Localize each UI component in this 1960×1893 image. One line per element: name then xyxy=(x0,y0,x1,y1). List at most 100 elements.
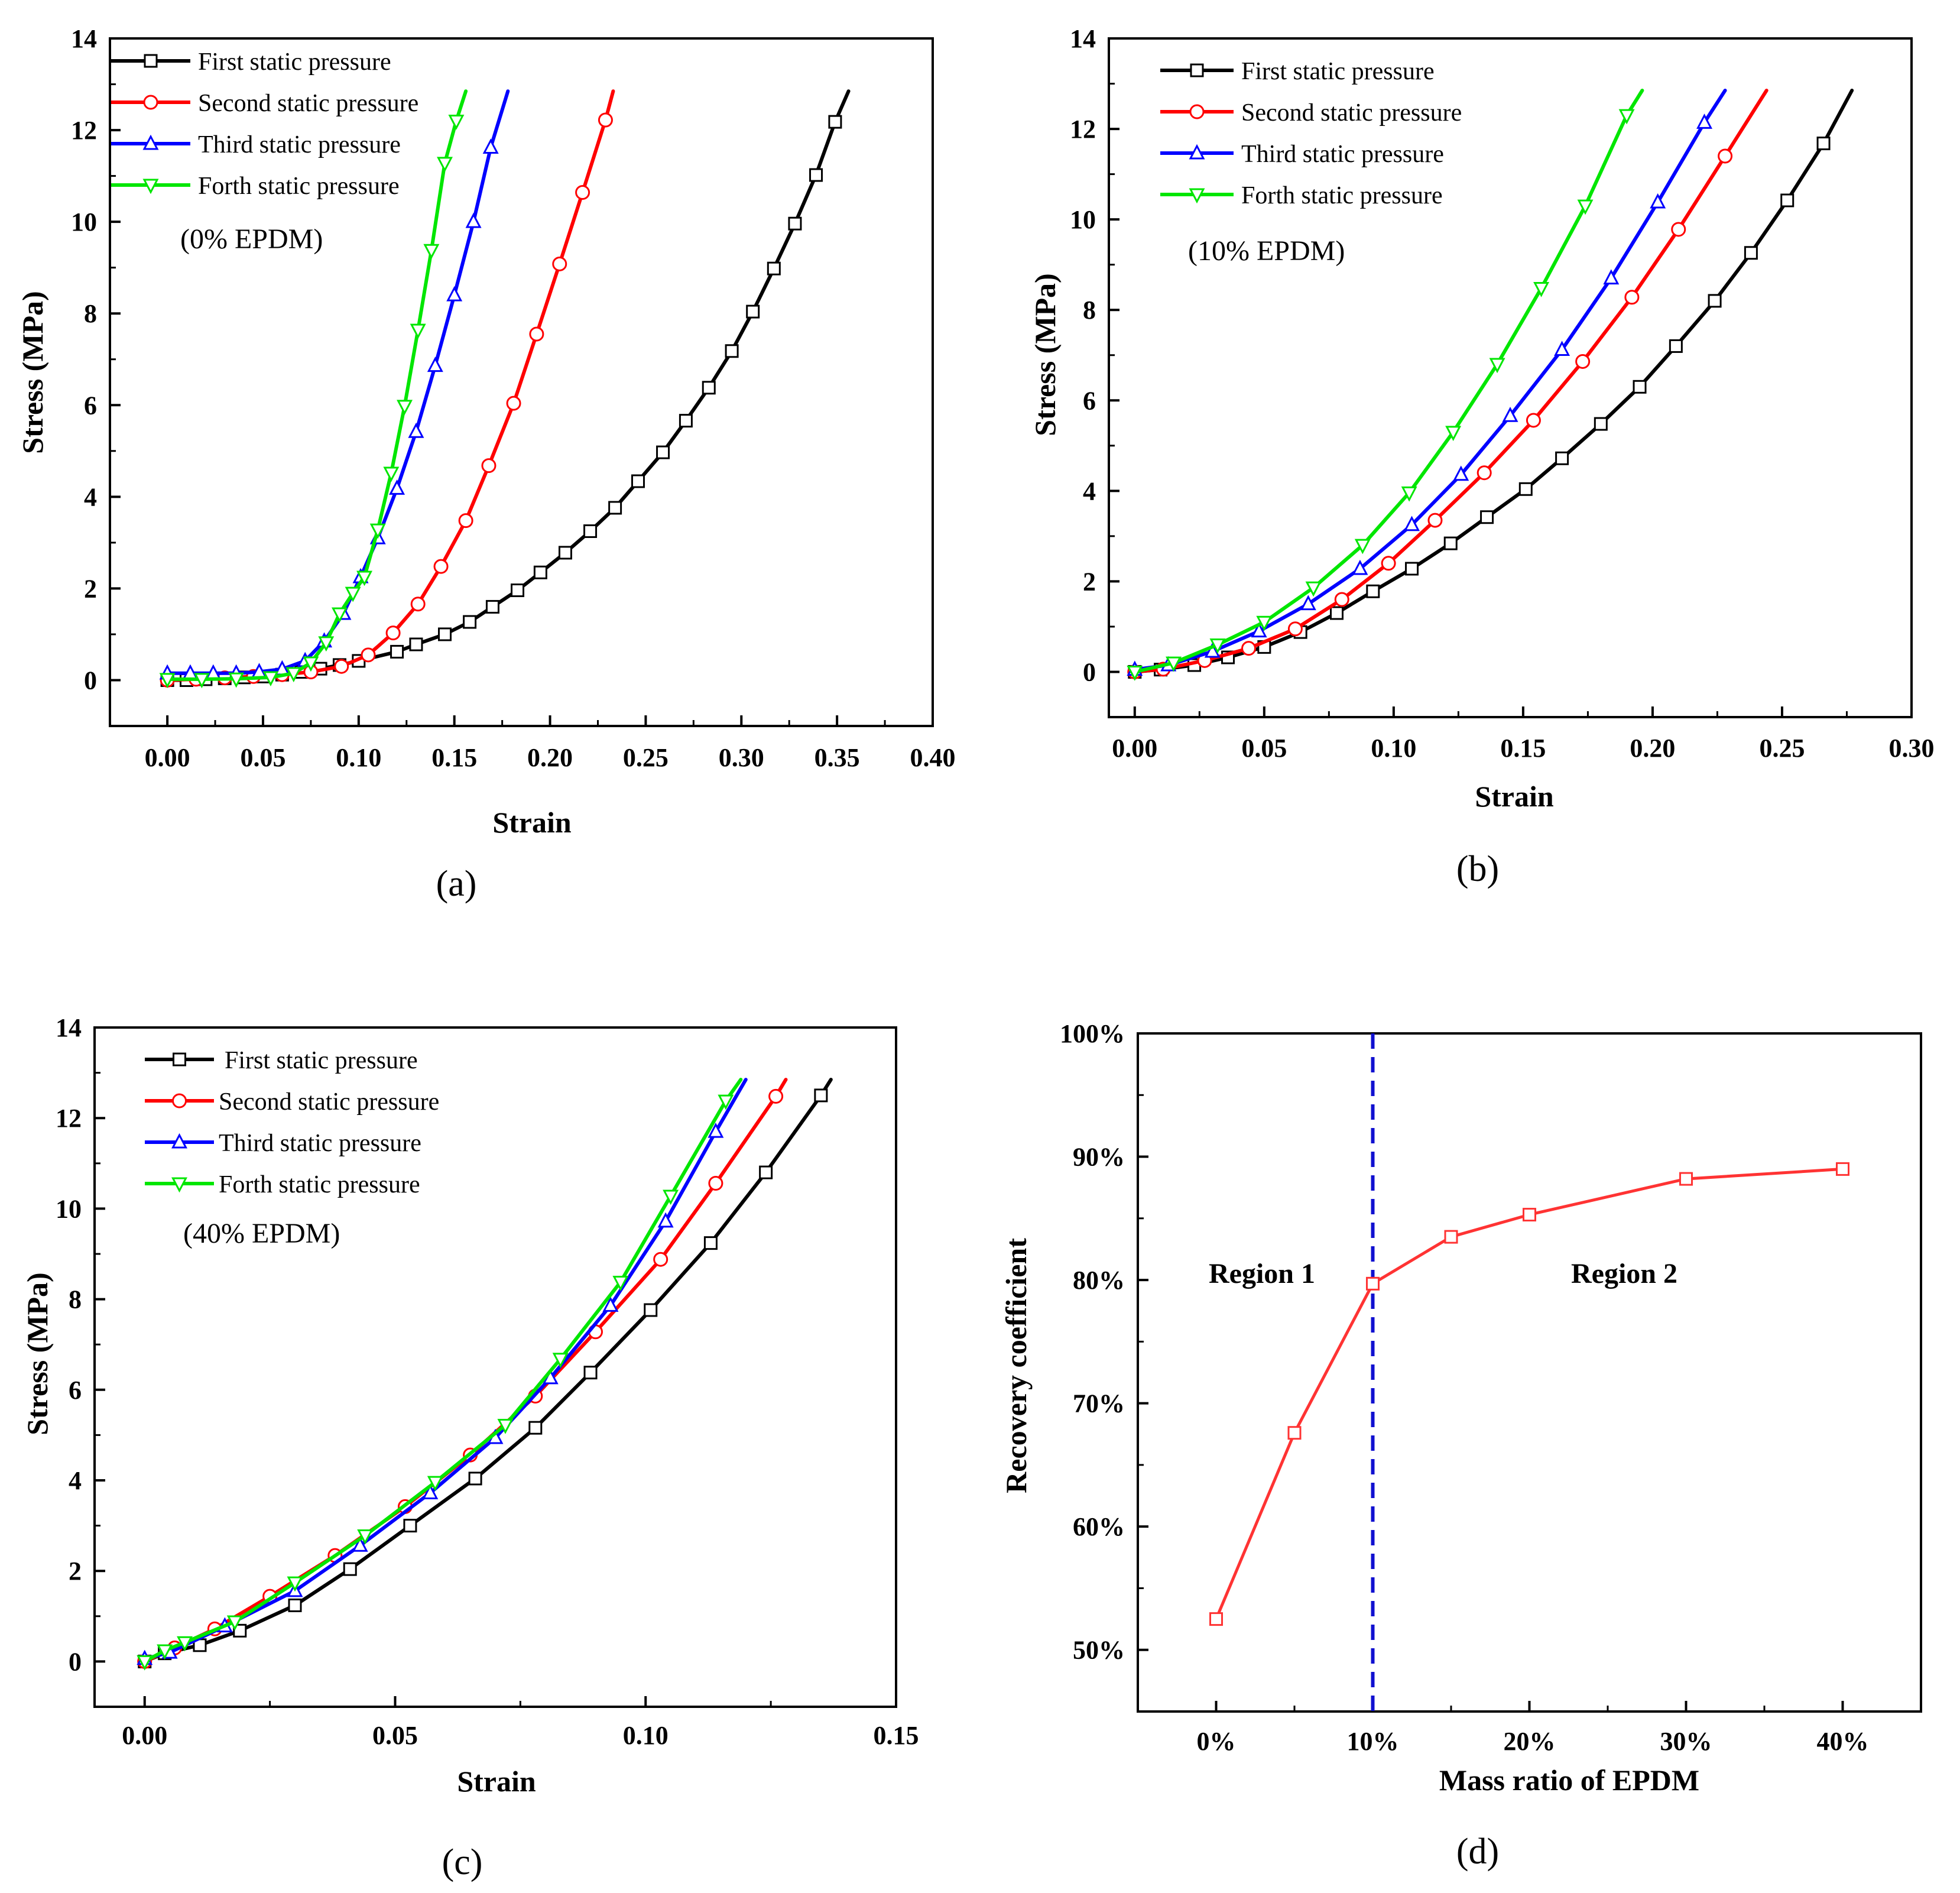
data-point xyxy=(433,559,449,574)
data-point xyxy=(177,1636,193,1652)
chart-panel-c: 0.00 0.05 0.10 0.15 0 2 4 6 8 10 12 14 First static… xyxy=(21,1013,919,1882)
data-point xyxy=(465,212,482,228)
data-point xyxy=(1404,516,1420,531)
data-point xyxy=(1444,1230,1458,1244)
data-point xyxy=(1401,486,1417,502)
data-point xyxy=(718,1094,734,1110)
x-tick-label: 30% xyxy=(1660,1727,1712,1756)
data-point xyxy=(226,1615,243,1631)
data-point xyxy=(612,1275,629,1291)
y-tick-label: 10 xyxy=(56,1194,82,1223)
data-point xyxy=(1329,606,1344,620)
data-point xyxy=(1405,562,1419,576)
data-point xyxy=(746,304,760,319)
data-point xyxy=(533,565,547,579)
data-point xyxy=(583,1366,598,1380)
legend-label-first: First static pressure xyxy=(225,1047,418,1074)
data-point xyxy=(481,458,497,474)
y-tick-label: 6 xyxy=(1083,386,1096,415)
y-tick-label: 70% xyxy=(1073,1389,1125,1418)
data-point xyxy=(828,115,842,129)
data-point xyxy=(1204,642,1221,658)
legend-label-first: First static pressure xyxy=(198,48,391,76)
y-tick-label: 10 xyxy=(71,208,97,236)
x-tick-label: 0.25 xyxy=(623,743,669,772)
x-tick-label: 0.25 xyxy=(1759,734,1805,763)
annotation-epdm-c: (40% EPDM) xyxy=(183,1218,340,1249)
data-point xyxy=(357,1529,374,1545)
legend-marker xyxy=(143,95,158,110)
data-point xyxy=(1633,380,1647,394)
y-tick-label: 8 xyxy=(1083,296,1096,325)
data-point xyxy=(334,659,349,674)
data-point xyxy=(410,597,426,612)
legend-label-third: Third static pressure xyxy=(219,1130,421,1157)
x-tick-label: 0% xyxy=(1197,1727,1236,1756)
y-tick-label: 6 xyxy=(69,1376,82,1405)
data-point xyxy=(1603,269,1620,285)
x-tick-label: 0.15 xyxy=(874,1721,919,1750)
y-axis-title-a: Stress (MPa) xyxy=(16,291,49,453)
data-point xyxy=(262,671,279,687)
series-line-4 xyxy=(166,89,468,681)
y-tick-label: 60% xyxy=(1073,1512,1125,1541)
y-axis-title-d: Recovery coefficient xyxy=(1000,1238,1033,1493)
data-point xyxy=(389,479,405,495)
plot-area-c: 0.00 0.05 0.10 0.15 0 2 4 6 8 10 12 14 xyxy=(56,1013,919,1750)
x-tick-label: 0.15 xyxy=(431,743,477,772)
data-point xyxy=(458,513,473,529)
data-point xyxy=(427,356,443,372)
legend-marker xyxy=(1189,104,1205,119)
x-tick-label: 0.10 xyxy=(623,1721,669,1750)
data-point xyxy=(703,1236,718,1250)
y-tick-label: 0 xyxy=(1083,657,1096,686)
x-tick-label: 0.30 xyxy=(719,743,764,772)
data-point xyxy=(1453,465,1469,481)
data-point xyxy=(1816,137,1831,151)
data-point xyxy=(788,216,802,231)
legend-label-forth: Forth static pressure xyxy=(198,173,400,200)
annotation-epdm-a: (0% EPDM) xyxy=(180,223,323,255)
data-point xyxy=(809,168,823,182)
x-axis-title-c: Strain xyxy=(457,1765,536,1798)
panel-label-c: (c) xyxy=(442,1842,483,1882)
data-point xyxy=(423,244,440,260)
x-tick-label: 0.05 xyxy=(1241,734,1287,763)
data-point xyxy=(725,344,739,358)
legend-marker xyxy=(1189,188,1205,204)
chart-panel-a: 0.00 0.05 0.10 0.15 0.20 0.25 0.30 0.35 0.40 0 2 4 6… xyxy=(16,24,956,904)
annotation-epdm-b: (10% EPDM) xyxy=(1188,235,1345,267)
data-point xyxy=(708,1122,724,1138)
y-tick-label: 4 xyxy=(69,1466,82,1495)
data-point xyxy=(679,414,693,428)
data-point xyxy=(528,1421,543,1435)
y-tick-label: 8 xyxy=(69,1285,82,1314)
chart-panel-d: 0% 10% 20% 30% 40% 50% 60% 70% 80% 90% 100% Region… xyxy=(1000,1019,1922,1872)
y-tick-label: 14 xyxy=(56,1013,82,1042)
x-tick-label: 0.15 xyxy=(1500,734,1546,763)
y-tick-label: 2 xyxy=(69,1557,82,1586)
legend-marker xyxy=(173,1052,186,1067)
data-point xyxy=(383,466,400,482)
data-point xyxy=(1251,622,1267,638)
data-point xyxy=(708,1176,723,1191)
y-tick-label: 4 xyxy=(1083,477,1096,505)
data-point xyxy=(468,1471,482,1486)
x-axis-title-d: Mass ratio of EPDM xyxy=(1439,1764,1699,1797)
data-point xyxy=(1575,354,1591,369)
x-tick-label: 0.10 xyxy=(336,743,381,772)
legend-marker xyxy=(1189,144,1205,160)
data-point xyxy=(529,326,544,342)
data-point xyxy=(1127,665,1143,681)
data-point xyxy=(1518,482,1533,496)
data-point xyxy=(1718,148,1733,164)
legend-c: First static pressure Second static pres… xyxy=(219,1047,439,1198)
x-tick-label: 0.05 xyxy=(372,1721,418,1750)
data-point xyxy=(1209,1612,1223,1626)
y-tick-label: 14 xyxy=(1070,24,1096,53)
legend-marker xyxy=(142,179,159,195)
data-point xyxy=(1166,656,1182,672)
data-point xyxy=(137,1655,153,1671)
